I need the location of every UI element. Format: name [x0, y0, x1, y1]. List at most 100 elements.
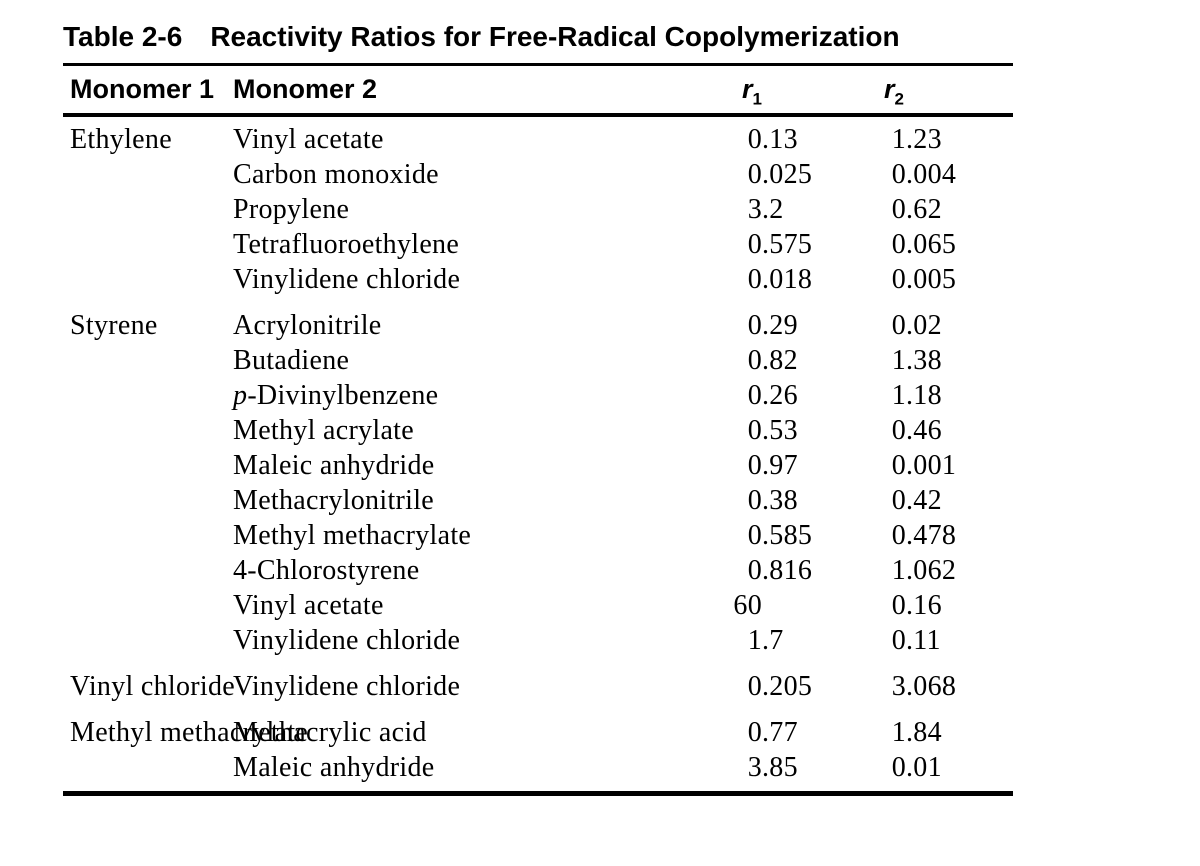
r2-value: 0.01: [891, 752, 942, 783]
monomer1-cell: [63, 157, 233, 192]
r2-value: 0.42: [891, 485, 942, 516]
monomer-group: Vinyl chloride Vinylidene chloride 0.205 3.…: [63, 658, 1013, 704]
monomer2-cell: Maleic anhydride: [233, 752, 435, 783]
monomer2-cell: Methyl methacrylate: [233, 520, 472, 551]
col-header-monomer1: Monomer 1: [70, 74, 215, 104]
r1-value: 0.53: [747, 415, 798, 446]
r1-value: 0.13: [747, 124, 798, 155]
monomer2-cell: Methacrylonitrile: [233, 485, 435, 516]
monomer1-cell: [63, 192, 233, 227]
monomer-group: Ethylene Vinyl acetate 0.13 1.23 Carbon mono…: [63, 122, 1013, 297]
monomer2-cell: Vinylidene chloride: [233, 264, 461, 295]
r2-value: 0.004: [891, 159, 957, 190]
monomer-group: Styrene Acrylonitrile 0.29 0.02 Butadiene 0.8…: [63, 297, 1013, 658]
monomer1-cell: Methyl methacrylate: [70, 717, 309, 748]
monomer2-cell: Propylene: [233, 194, 350, 225]
monomer2-cell: Maleic anhydride: [233, 450, 435, 481]
r2-value: 0.16: [891, 590, 942, 621]
monomer2-cell: Vinylidene chloride: [233, 671, 461, 702]
table-caption: Table 2-6 Reactivity Ratios for Free-Rad…: [63, 20, 1013, 53]
r1-value: 0.38: [747, 485, 798, 516]
r1-value: 0.77: [747, 717, 798, 748]
r1-value: 3.2: [747, 194, 784, 225]
monomer2-cell: Carbon monoxide: [233, 159, 439, 190]
monomer1-cell: [63, 750, 233, 785]
table-row: Vinylidene chloride 0.018 0.005: [63, 262, 1013, 297]
monomer1-cell: [63, 343, 233, 378]
r2-value: 1.38: [891, 345, 942, 376]
table-title: Reactivity Ratios for Free-Radical Copol…: [210, 21, 900, 52]
r2-value: 0.005: [891, 264, 957, 295]
table-row: Maleic anhydride 3.85 0.01: [63, 750, 1013, 785]
col-header-monomer2: Monomer 2: [233, 74, 378, 104]
r2-value: 3.068: [891, 671, 957, 702]
table-row: Carbon monoxide 0.025 0.004: [63, 157, 1013, 192]
r2-value: 0.065: [891, 229, 957, 260]
r2-value: 1.062: [891, 555, 957, 586]
table-row: Butadiene 0.82 1.38: [63, 343, 1013, 378]
table-row: Styrene Acrylonitrile 0.29 0.02: [63, 308, 1013, 343]
r1-value: 3.85: [747, 752, 798, 783]
monomer2-cell: 4-Chlorostyrene: [233, 555, 420, 586]
monomer2-cell: Tetrafluoroethylene: [233, 229, 460, 260]
table-row: Methyl acrylate 0.53 0.46: [63, 413, 1013, 448]
table-row: Vinyl chloride Vinylidene chloride 0.205 3.…: [63, 669, 1013, 704]
monomer2-cell: Butadiene: [233, 345, 350, 376]
monomer1-cell: [63, 518, 233, 553]
monomer2-cell: Vinyl acetate: [233, 124, 384, 155]
reactivity-ratios-table: Table 2-6 Reactivity Ratios for Free-Rad…: [63, 20, 1013, 796]
r1-value: 0.018: [747, 264, 813, 295]
col-header-r2: r2: [884, 74, 904, 109]
table-header-row: Monomer 1 Monomer 2 r1 r2: [63, 63, 1013, 117]
col-header-r1: r1: [742, 74, 762, 109]
monomer1-cell: [63, 483, 233, 518]
monomer1-cell: Styrene: [70, 310, 158, 341]
monomer1-cell: [63, 378, 233, 413]
table-row: Methacrylonitrile 0.38 0.42: [63, 483, 1013, 518]
monomer2-cell: Vinyl acetate: [233, 590, 384, 621]
table-row: Ethylene Vinyl acetate 0.13 1.23: [63, 122, 1013, 157]
monomer1-cell: [63, 262, 233, 297]
table-row: p-Divinylbenzene 0.26 1.18: [63, 378, 1013, 413]
r2-value: 0.62: [891, 194, 942, 225]
monomer1-cell: [63, 227, 233, 262]
r1-value: 0.29: [747, 310, 798, 341]
r2-value: 0.11: [891, 625, 941, 656]
monomer1-cell: Ethylene: [70, 124, 172, 155]
r1-value: 0.816: [747, 555, 813, 586]
table-body: Ethylene Vinyl acetate 0.13 1.23 Carbon mono…: [63, 117, 1013, 796]
r2-value: 0.001: [891, 450, 957, 481]
table-row: Tetrafluoroethylene 0.575 0.065: [63, 227, 1013, 262]
r2-value: 1.23: [891, 124, 942, 155]
monomer2-cell: p-Divinylbenzene: [233, 380, 439, 411]
monomer2-cell: Acrylonitrile: [233, 310, 382, 341]
monomer1-cell: [63, 553, 233, 588]
monomer1-cell: [63, 623, 233, 658]
monomer-group: Methyl methacrylate Methacrylic acid 0.77 1…: [63, 704, 1013, 785]
table-row: Vinyl acetate 60 0.16: [63, 588, 1013, 623]
r2-value: 0.46: [891, 415, 942, 446]
r1-value: 0.205: [747, 671, 813, 702]
monomer2-cell: Methyl acrylate: [233, 415, 414, 446]
table-number: Table 2-6: [63, 21, 183, 52]
r2-value: 0.02: [891, 310, 942, 341]
table-row: Methyl methacrylate 0.585 0.478: [63, 518, 1013, 553]
r1-value: 0.025: [747, 159, 813, 190]
monomer1-cell: Vinyl chloride: [70, 671, 236, 702]
monomer1-cell: [63, 413, 233, 448]
table-row: Methyl methacrylate Methacrylic acid 0.77 1…: [63, 715, 1013, 750]
r1-value: 0.82: [747, 345, 798, 376]
table-row: Maleic anhydride 0.97 0.001: [63, 448, 1013, 483]
r1-value: 0.575: [747, 229, 813, 260]
monomer2-cell: Vinylidene chloride: [233, 625, 461, 656]
monomer2-cell: Methacrylic acid: [233, 717, 427, 748]
r1-value: 1.7: [747, 625, 784, 656]
r1-value: 60: [733, 590, 762, 621]
r1-value: 0.26: [747, 380, 798, 411]
r2-value: 1.84: [891, 717, 942, 748]
monomer1-cell: [63, 448, 233, 483]
table-row: Vinylidene chloride 1.7 0.11: [63, 623, 1013, 658]
r2-value: 1.18: [891, 380, 942, 411]
r1-value: 0.585: [747, 520, 813, 551]
